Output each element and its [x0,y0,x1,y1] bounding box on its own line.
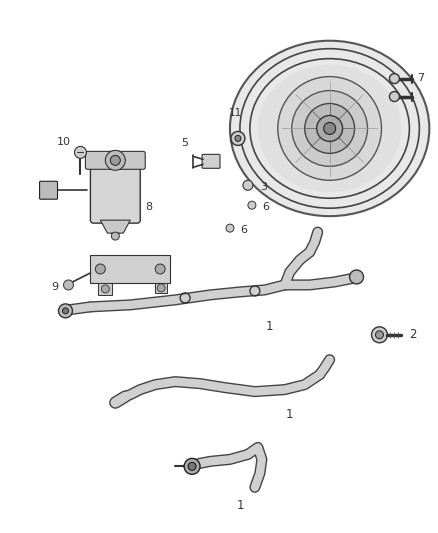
Circle shape [317,116,343,141]
Circle shape [111,232,119,240]
Bar [99,283,112,295]
Text: 1: 1 [286,408,293,421]
Circle shape [350,270,364,284]
Text: 3: 3 [260,182,267,192]
Circle shape [74,147,86,158]
Circle shape [324,123,336,134]
Circle shape [101,285,110,293]
Circle shape [63,308,68,314]
Circle shape [95,264,106,274]
Circle shape [64,280,74,290]
Ellipse shape [258,64,401,192]
Circle shape [278,77,381,180]
FancyBboxPatch shape [202,155,220,168]
Circle shape [389,92,399,101]
Circle shape [188,462,196,470]
Circle shape [231,132,245,146]
Text: 1: 1 [236,499,244,512]
Circle shape [375,331,384,339]
Circle shape [226,224,234,232]
Text: 6: 6 [262,202,269,212]
FancyBboxPatch shape [39,181,57,199]
Circle shape [243,180,253,190]
Circle shape [155,264,165,274]
Circle shape [371,327,388,343]
Text: 6: 6 [240,225,247,235]
Circle shape [292,91,367,166]
Circle shape [389,74,399,84]
Circle shape [184,458,200,474]
Text: 11: 11 [228,109,242,118]
Circle shape [106,150,125,171]
Text: 8: 8 [145,202,152,212]
Text: 2: 2 [410,328,417,341]
FancyBboxPatch shape [90,163,140,223]
Text: 7: 7 [417,72,424,83]
Text: 5: 5 [182,139,189,148]
FancyBboxPatch shape [85,151,145,169]
Text: 9: 9 [51,282,59,292]
Circle shape [305,103,355,154]
Bar [90,255,170,283]
Circle shape [110,155,120,165]
Ellipse shape [230,41,429,216]
Bar [155,283,167,293]
Circle shape [59,304,72,318]
Text: 10: 10 [57,138,71,148]
Circle shape [157,284,165,292]
Polygon shape [100,220,130,233]
Circle shape [235,135,241,141]
Circle shape [248,201,256,209]
Text: 1: 1 [266,320,274,333]
